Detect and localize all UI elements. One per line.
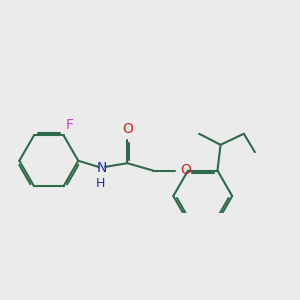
Text: O: O	[181, 163, 191, 177]
Text: N: N	[96, 161, 107, 175]
Text: H: H	[96, 177, 106, 190]
Text: F: F	[65, 118, 73, 132]
Text: O: O	[122, 122, 133, 136]
